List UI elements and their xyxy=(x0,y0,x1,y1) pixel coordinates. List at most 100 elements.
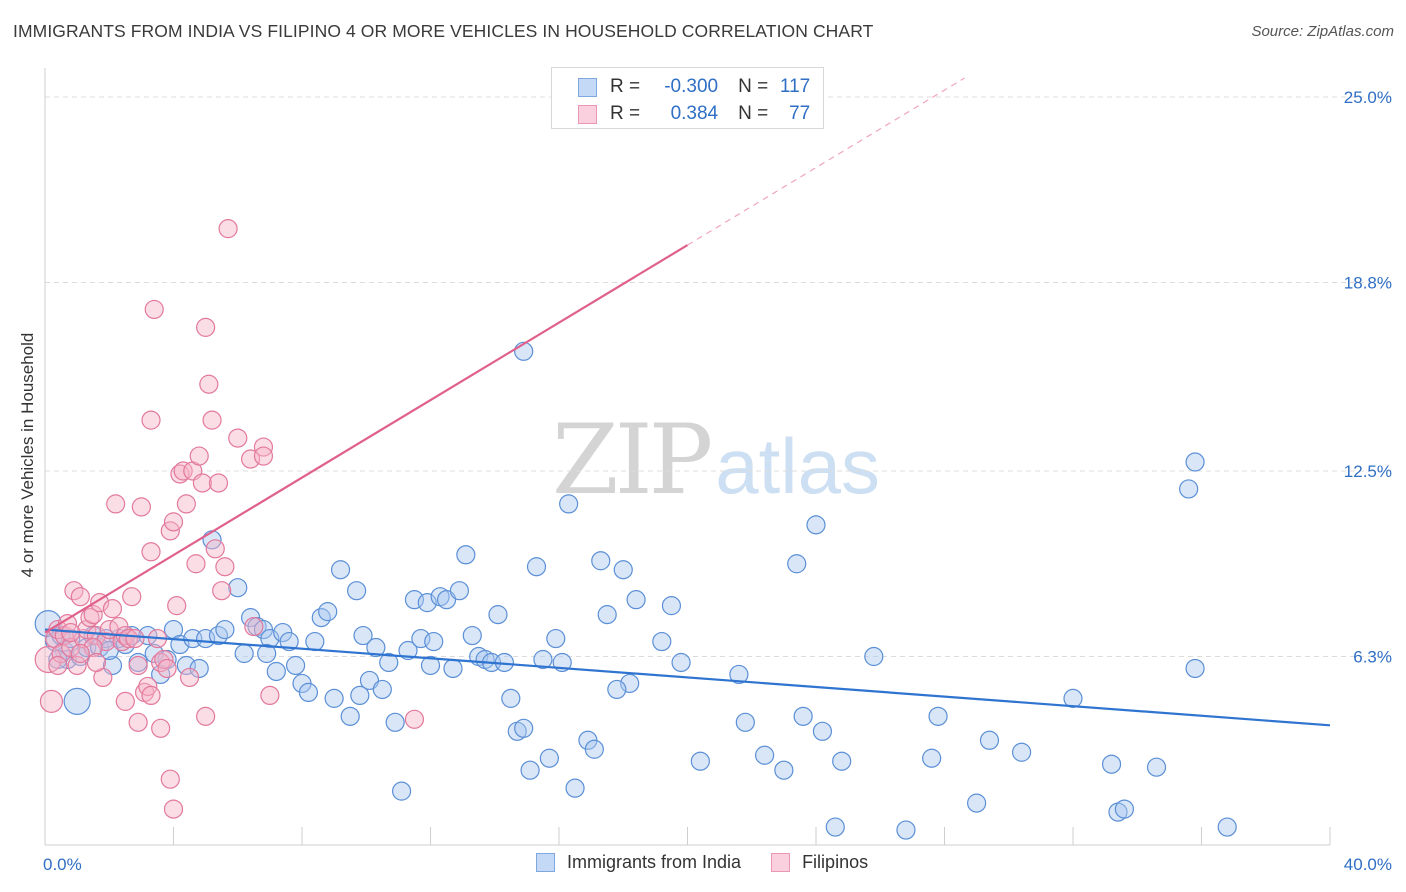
filipino-point-28 xyxy=(128,712,148,732)
filipino-point-51 xyxy=(202,410,222,430)
india-point-64 xyxy=(449,581,470,601)
india-point-97 xyxy=(774,760,794,780)
india-point-72 xyxy=(501,688,521,708)
legend-r-label: R = xyxy=(610,76,641,97)
india-point-89 xyxy=(626,590,646,610)
india-point-75 xyxy=(520,760,540,780)
filipino-point-10 xyxy=(70,587,90,607)
legend-row-india: R = -0.300 N = 117 xyxy=(578,73,810,101)
india-point-82 xyxy=(565,778,585,798)
india-point-31 xyxy=(234,643,254,664)
filipino-point-65 xyxy=(151,718,171,738)
india-point-47 xyxy=(340,706,360,726)
x-tick-label-0: 0.0% xyxy=(43,855,82,874)
india-point-84 xyxy=(584,739,604,759)
legend-n-value: 77 xyxy=(789,103,811,124)
filipino-point-61 xyxy=(141,542,161,562)
filipino-point-64 xyxy=(128,655,148,676)
filipino-point-40 xyxy=(167,596,187,616)
india-point-54 xyxy=(385,712,405,732)
filipino-points xyxy=(34,219,425,819)
india-point-55 xyxy=(391,781,412,801)
series-label-filipinos: Filipinos xyxy=(802,852,869,872)
filipino-point-1 xyxy=(39,689,64,713)
filipino-point-44 xyxy=(179,667,200,688)
filipino-point-20 xyxy=(102,599,123,619)
india-point-91 xyxy=(661,596,682,616)
filipino-point-71 xyxy=(48,655,68,676)
filipino-trend-extension xyxy=(687,77,965,246)
filipino-point-68 xyxy=(196,706,216,726)
india-point-29 xyxy=(215,619,235,640)
india-point-90 xyxy=(652,631,672,652)
india-point-77 xyxy=(533,649,553,670)
series-legend-filipinos: Filipinos xyxy=(771,852,868,873)
legend-n-label: N = xyxy=(738,76,769,97)
india-point-39 xyxy=(285,655,306,676)
india-point-108 xyxy=(967,793,987,813)
filipino-point-26 xyxy=(122,587,142,607)
india-point-109 xyxy=(979,730,1000,750)
chart-title: IMMIGRANTS FROM INDIA VS FILIPINO 4 OR M… xyxy=(13,21,874,41)
tick-labels: 6.3% 12.5% 18.8% 25.0% 0.0% 40.0% xyxy=(43,88,1392,874)
india-point-105 xyxy=(896,820,916,840)
y-tick-label-1: 12.5% xyxy=(1344,462,1392,481)
india-point-81 xyxy=(559,494,579,514)
india-point-45 xyxy=(324,688,344,708)
legend-r-value: 0.384 xyxy=(670,103,719,124)
y-axis-label: 4 or more Vehicles in Household xyxy=(18,332,37,578)
india-point-52 xyxy=(372,679,392,700)
india-point-49 xyxy=(353,625,373,646)
legend-row-filipinos: R = 0.384 N = 77 xyxy=(578,100,810,128)
filipino-point-73 xyxy=(70,643,90,664)
y-tick-label-0: 6.3% xyxy=(1353,648,1392,667)
india-point-100 xyxy=(812,721,833,741)
india-point-44 xyxy=(318,602,338,622)
legend-swatch-india xyxy=(578,77,597,97)
filipino-point-48 xyxy=(192,473,213,493)
legend-r-value: -0.300 xyxy=(664,76,719,97)
india-point-79 xyxy=(546,628,566,649)
series-swatch-india xyxy=(536,853,555,872)
india-point-102 xyxy=(832,751,852,771)
y-tick-label-2: 18.8% xyxy=(1344,274,1392,293)
filipino-point-54 xyxy=(212,581,232,601)
filipino-point-0 xyxy=(34,645,62,674)
india-point-115 xyxy=(1146,757,1167,777)
filipino-trend-line xyxy=(44,244,689,634)
filipino-point-42 xyxy=(173,461,193,481)
filipino-point-76 xyxy=(244,616,264,637)
filipino-point-46 xyxy=(186,554,206,574)
india-point-42 xyxy=(305,631,325,652)
filipino-point-60 xyxy=(253,446,274,466)
india-point-124 xyxy=(350,685,370,706)
y-tick-label-3: 25.0% xyxy=(1344,88,1392,107)
india-point-110 xyxy=(1011,742,1032,762)
india-point-63 xyxy=(443,658,463,679)
filipino-point-63 xyxy=(163,799,184,819)
legend-r-label: R = xyxy=(610,103,641,124)
series-swatch-filipinos xyxy=(771,853,791,872)
india-point-106 xyxy=(922,748,942,768)
india-point-125 xyxy=(420,655,441,676)
india-point-101 xyxy=(825,817,845,837)
india-point-53 xyxy=(379,652,399,673)
filipino-point-75 xyxy=(141,685,161,706)
india-point-116 xyxy=(1179,479,1199,499)
filipino-point-52 xyxy=(205,539,225,559)
india-point-46 xyxy=(330,560,351,580)
india-trend-line xyxy=(44,628,1331,727)
trend-lines xyxy=(44,77,1331,727)
filipino-point-33 xyxy=(144,299,164,320)
series-legend: Immigrants from India Filipinos xyxy=(536,852,898,873)
india-point-6 xyxy=(63,687,91,715)
legend-swatch-filipinos xyxy=(578,104,597,124)
india-point-98 xyxy=(787,554,807,574)
filipino-point-37 xyxy=(157,658,177,679)
india-point-118 xyxy=(1185,658,1205,679)
filipino-point-70 xyxy=(404,709,425,729)
filipino-point-50 xyxy=(199,374,219,394)
correlation-legend: R = -0.300 N = 117 R = 0.384 N = 77 xyxy=(551,67,824,129)
india-point-76 xyxy=(526,557,547,577)
